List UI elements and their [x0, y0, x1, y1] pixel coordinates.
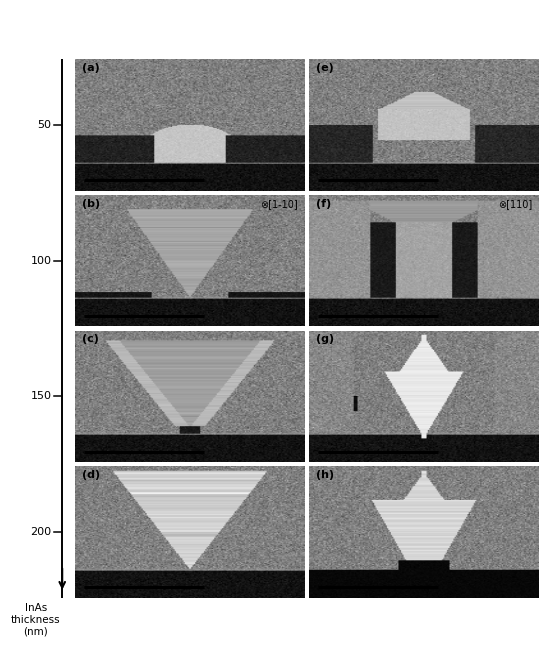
Text: (b): (b): [82, 199, 100, 209]
Text: (a): (a): [82, 63, 100, 73]
Text: [110] direction: [110] direction: [372, 39, 476, 52]
Text: (d): (d): [82, 470, 100, 480]
Text: InAs
thickness
(nm): InAs thickness (nm): [11, 603, 60, 636]
Text: ⊗[1-10]: ⊗[1-10]: [261, 199, 298, 209]
Text: 100: 100: [31, 256, 52, 266]
Text: 150: 150: [31, 391, 52, 401]
Text: 200 nm wide stripe openings; As/In flux ratio = 10: 200 nm wide stripe openings; As/In flux …: [130, 12, 483, 25]
Text: (f): (f): [316, 199, 331, 209]
Text: (g): (g): [316, 334, 334, 345]
Text: (e): (e): [316, 63, 334, 73]
Text: 200: 200: [31, 527, 52, 537]
Text: [1-10] direction: [1-10] direction: [135, 39, 245, 52]
Text: 50: 50: [38, 120, 52, 130]
Text: (h): (h): [316, 470, 334, 480]
Text: (c): (c): [82, 334, 99, 345]
Text: ⊗[110]: ⊗[110]: [498, 199, 532, 209]
